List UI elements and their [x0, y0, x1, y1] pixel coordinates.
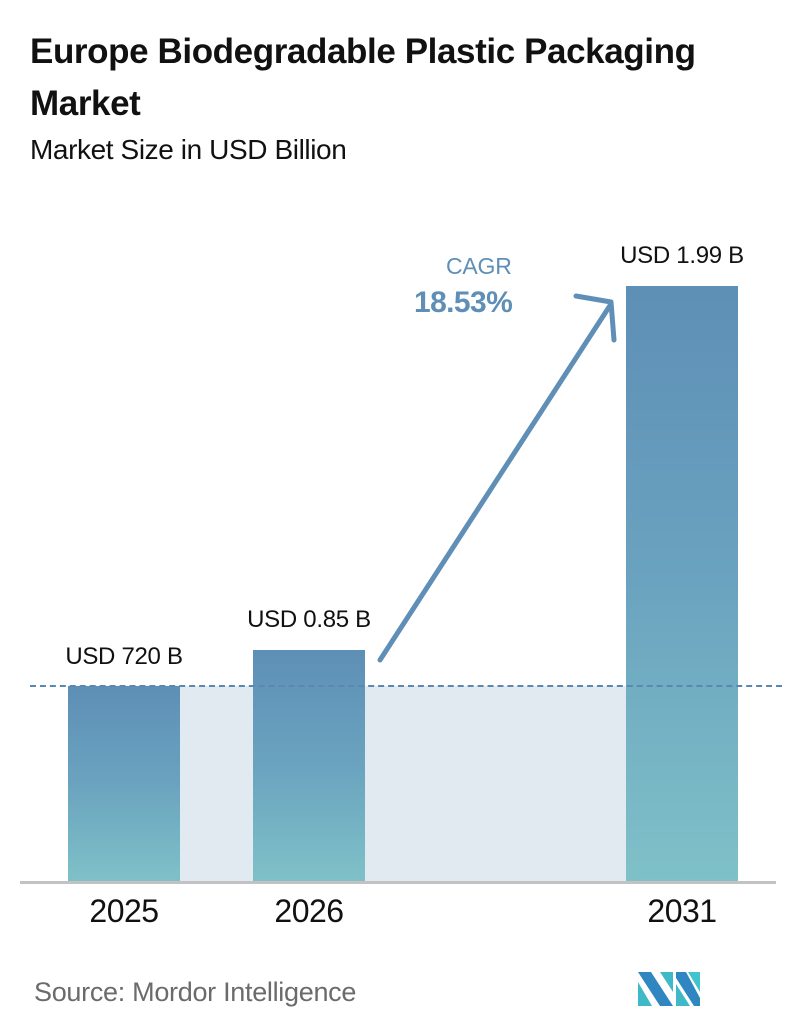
- cagr-value: 18.53%: [414, 286, 513, 319]
- reference-dashed-line: [30, 685, 782, 687]
- x-tick-2031: 2031: [647, 893, 717, 929]
- bar-value-label-2031: USD 1.99 B: [620, 242, 744, 269]
- bar-2031: [626, 286, 738, 882]
- bar-2026: [253, 650, 365, 882]
- cagr-label: CAGR: [446, 253, 512, 279]
- chart-title: Europe Biodegradable Plastic Packaging M…: [30, 32, 696, 123]
- x-axis-line: [20, 881, 776, 884]
- x-tick-2026: 2026: [274, 893, 344, 929]
- source-text: Source: Mordor Intelligence: [34, 977, 357, 1007]
- bar-value-label-2026: USD 0.85 B: [247, 606, 371, 633]
- chart-subtitle: Market Size in USD Billion: [30, 134, 347, 165]
- bar-2025: [68, 686, 180, 882]
- bar-value-label-2025: USD 720 B: [65, 643, 183, 670]
- mordor-intelligence-logo-icon: [638, 972, 700, 1006]
- x-tick-2025: 2025: [89, 893, 159, 929]
